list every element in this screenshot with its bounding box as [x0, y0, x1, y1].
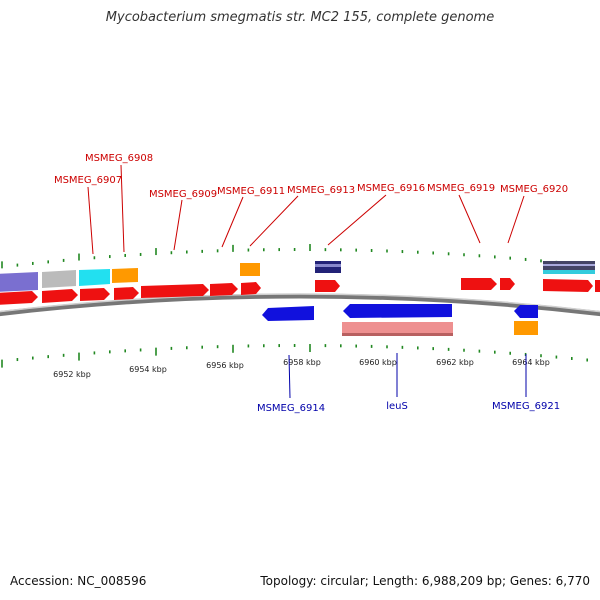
gene-rev-2[interactable]	[343, 304, 452, 318]
gene-fwd-3[interactable]	[80, 288, 110, 301]
label-msmeg-6916[interactable]: MSMEG_6916	[357, 183, 425, 194]
gene-fwd-12[interactable]	[595, 280, 600, 292]
gene-fwd-2[interactable]	[42, 289, 78, 303]
feature-multi-cyan	[543, 270, 595, 274]
gene-fwd-7[interactable]	[241, 282, 261, 295]
label-msmeg-6911[interactable]: MSMEG_6911	[217, 186, 285, 197]
label-leus[interactable]: leuS	[386, 401, 408, 412]
gene-fwd-9[interactable]	[461, 278, 497, 290]
feature-orange-1[interactable]	[112, 268, 138, 283]
rna-rev-1-shade	[342, 333, 453, 336]
tick-row-bottom	[1, 344, 589, 368]
topology-text: Topology: circular; Length: 6,988,209 bp…	[260, 574, 590, 588]
label-msmeg-6919[interactable]: MSMEG_6919	[427, 183, 495, 194]
gene-fwd-5[interactable]	[141, 284, 209, 298]
feature-purple[interactable]	[0, 272, 38, 292]
map-title: Mycobacterium smegmatis str. MC2 155, co…	[105, 10, 495, 25]
feature-navy-stripe	[315, 264, 341, 267]
label-msmeg-6907[interactable]: MSMEG_6907	[54, 175, 122, 186]
label-msmeg-6913[interactable]: MSMEG_6913	[287, 185, 355, 196]
label-msmeg-6921[interactable]: MSMEG_6921	[492, 401, 560, 412]
outer-feature-track	[0, 261, 595, 292]
leader-6907	[87, 186, 94, 255]
accession-text: Accession: NC_008596	[10, 574, 147, 588]
axis-label-6962: 6962 kbp	[436, 358, 474, 367]
bottom-gene-labels: MSMEG_6914 leuS MSMEG_6921	[257, 353, 560, 414]
gene-rev-1[interactable]	[262, 306, 314, 321]
axis-label-6958: 6958 kbp	[283, 358, 321, 367]
feature-cyan[interactable]	[79, 269, 110, 286]
label-msmeg-6914[interactable]: MSMEG_6914	[257, 403, 325, 414]
axis-label-6954: 6954 kbp	[129, 365, 167, 374]
feature-grey[interactable]	[42, 270, 76, 288]
rna-rev-1[interactable]	[342, 322, 453, 336]
axis-labels: 6952 kbp 6954 kbp 6956 kbp 6958 kbp 6960…	[53, 358, 550, 379]
feature-orange-3[interactable]	[514, 321, 538, 335]
gene-fwd-6[interactable]	[210, 283, 238, 296]
gene-fwd-10[interactable]	[500, 278, 515, 290]
leader-6916	[327, 194, 387, 246]
label-msmeg-6920[interactable]: MSMEG_6920	[500, 184, 568, 195]
label-msmeg-6908[interactable]: MSMEG_6908	[85, 153, 153, 164]
gene-fwd-1[interactable]	[0, 291, 38, 305]
leader-6919	[458, 194, 481, 244]
top-gene-labels: MSMEG_6908 MSMEG_6907 MSMEG_6909 MSMEG_6…	[54, 153, 568, 255]
gene-fwd-11[interactable]	[543, 279, 593, 292]
gene-fwd-4[interactable]	[114, 287, 139, 300]
leader-6920	[507, 195, 525, 244]
gene-fwd-8[interactable]	[315, 280, 340, 292]
leader-6914	[288, 354, 291, 399]
label-msmeg-6909[interactable]: MSMEG_6909	[149, 189, 217, 200]
leader-6908	[120, 164, 125, 253]
leader-6911	[221, 196, 244, 248]
axis-label-6952: 6952 kbp	[53, 370, 91, 379]
feature-orange-2[interactable]	[240, 263, 260, 276]
axis-label-6956: 6956 kbp	[206, 361, 244, 370]
reverse-gene-track	[262, 304, 538, 336]
backbone-arc-highlight	[0, 293, 600, 313]
forward-gene-track	[0, 278, 600, 305]
leader-6909	[173, 199, 183, 251]
axis-label-6964: 6964 kbp	[512, 358, 550, 367]
tick-row-top	[1, 244, 589, 269]
axis-label-6960: 6960 kbp	[359, 358, 397, 367]
leader-6913	[249, 195, 299, 247]
gene-rev-3[interactable]	[514, 305, 538, 318]
feature-multi-light	[543, 264, 595, 266]
